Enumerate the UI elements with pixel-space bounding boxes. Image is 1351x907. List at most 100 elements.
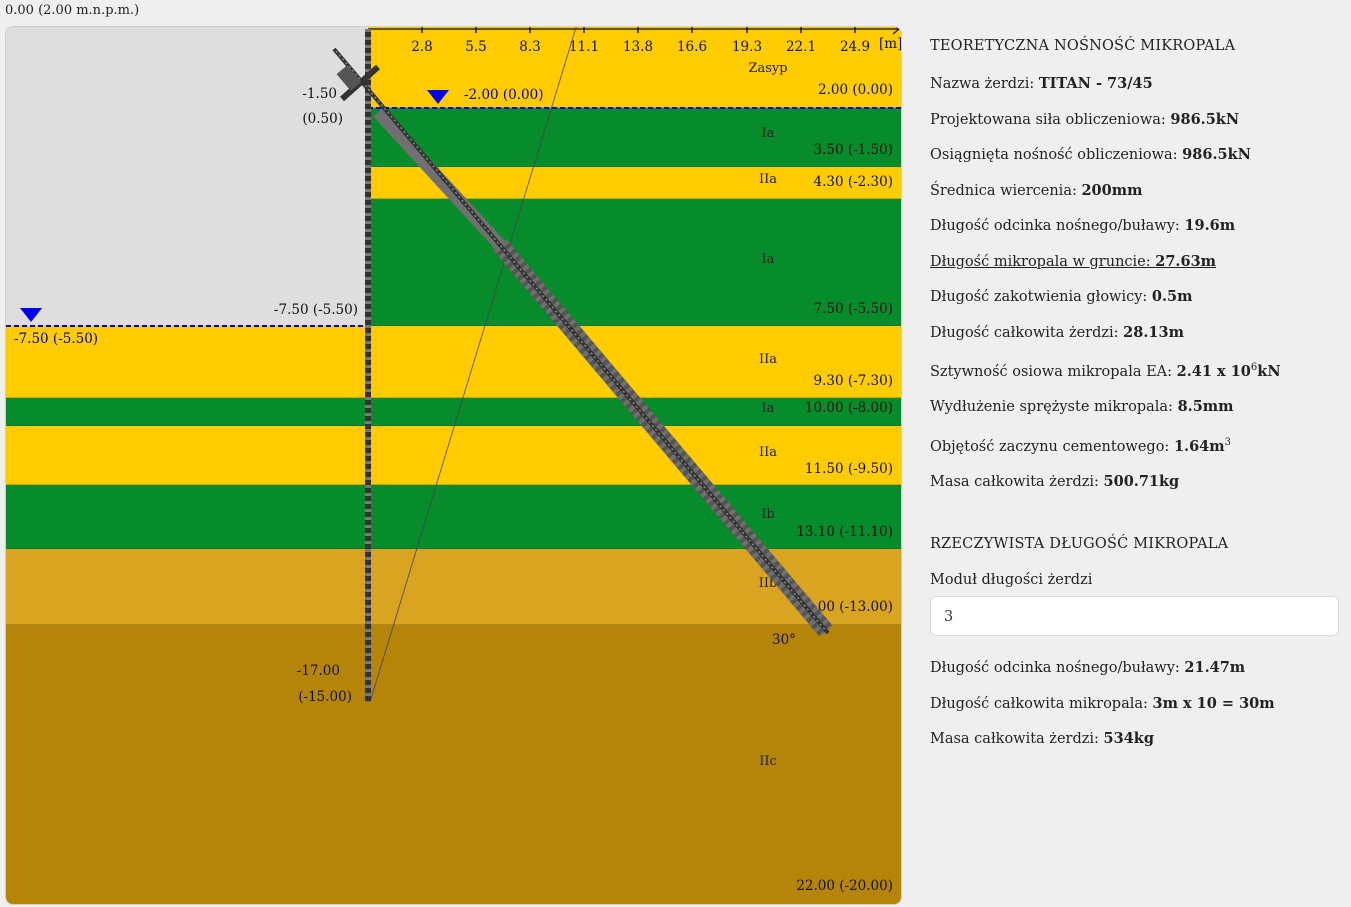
- result-label: Długość odcinka nośnego/buławy:: [930, 660, 1185, 676]
- diagram-canvas: Zasyp 2.00 (0.00) Ia 3.50 (-1.50) IIa 4.30 (-…: [6, 27, 901, 904]
- real-length-section: RZECZYWISTA DŁUGOŚĆ MIKROPALA Moduł dług…: [930, 536, 1341, 765]
- results-panel: TEORETYCZNA NOŚNOŚĆ MIKROPALA Nazwa żerd…: [930, 38, 1341, 747]
- result-label: Długość mikropala w gruncie:: [930, 253, 1156, 270]
- result-row: Długość całkowita żerdzi: 28.13m: [930, 323, 1341, 344]
- x-axis-tick-label: 8.3: [519, 39, 540, 55]
- module-length-input[interactable]: 3: [930, 596, 1339, 636]
- layer-name: IIa: [759, 172, 777, 187]
- soil-layer: [6, 398, 901, 426]
- excavation-level-label: -7.50 (-5.50): [274, 302, 358, 318]
- micropile-steel-bar: [332, 47, 830, 635]
- real-length-heading: RZECZYWISTA DŁUGOŚĆ MIKROPALA: [930, 536, 1229, 552]
- result-value: 27.63m: [1155, 252, 1216, 270]
- layer-name: Ib: [761, 507, 774, 522]
- result-label: Długość całkowita żerdzi:: [930, 324, 1124, 341]
- real-results-list: Długość odcinka nośnego/buławy: 21.47m Dł…: [930, 658, 1341, 750]
- excavation-area: [6, 27, 368, 326]
- result-label: Sztywność osiowa mikropala EA:: [930, 363, 1177, 380]
- layer-bottom-level: 13.10 (-11.10): [796, 524, 893, 540]
- result-row: Długość mikropala w gruncie: 27.63m: [930, 252, 1341, 273]
- layer-name: Ia: [762, 252, 775, 267]
- x-axis-tick-label: 24.9: [840, 39, 870, 55]
- micropile-head-nut: [336, 65, 362, 91]
- module-length-label: Moduł długości żerdzi: [930, 572, 1093, 588]
- result-label: Projektowana siła obliczeniowa:: [930, 111, 1171, 128]
- water-level-marker-inside: [427, 90, 449, 104]
- layer-bottom-level: 7.50 (-5.50): [813, 301, 893, 317]
- layer-bottom-level: 9.30 (-7.30): [813, 373, 893, 389]
- theoretical-results-list: Nazwa żerdzi: TITAN - 73/45 Projektowana …: [930, 74, 1341, 493]
- soil-layer: [6, 549, 901, 625]
- result-exponent: 3: [1224, 436, 1231, 448]
- result-row: Masa całkowita żerdzi: 534kg: [930, 729, 1341, 750]
- layer-name: IIa: [759, 352, 777, 367]
- x-axis-tick-label: 5.5: [465, 39, 486, 55]
- result-label: Średnica wiercenia:: [930, 182, 1082, 199]
- result-row: Długość całkowita mikropala: 3m x 10 = 3…: [930, 694, 1341, 715]
- result-value: 1.64m: [1173, 437, 1225, 455]
- x-axis-unit-label: [m]: [879, 36, 901, 52]
- result-row: Masa całkowita żerdzi: 500.71kg: [930, 472, 1341, 493]
- water-level-inside-label: -2.00 (0.00): [464, 87, 544, 103]
- layer-name: IIc: [759, 754, 777, 769]
- result-row: Wydłużenie sprężyste mikropala: 8.5mm: [930, 397, 1341, 418]
- x-axis-tick-label: 11.1: [569, 39, 599, 55]
- result-label: Nazwa żerdzi:: [930, 76, 1039, 92]
- pile-head-level-label: -1.50: [302, 86, 337, 102]
- result-value: 0.5m: [1151, 288, 1193, 305]
- pile-head-level-rel-label: (0.50): [302, 111, 343, 127]
- result-value: 19.6m: [1184, 217, 1236, 234]
- result-label: Długość odcinka nośnego/buławy:: [930, 218, 1185, 234]
- layer-name: IIa: [759, 445, 777, 460]
- layer-bottom-level: 4.30 (-2.30): [813, 174, 893, 190]
- result-label: Wydłużenie sprężyste mikropala:: [930, 399, 1178, 416]
- layer-bottom-level: 2.00 (0.00): [818, 82, 893, 98]
- layer-bottom-level: 11.50 (-9.50): [805, 461, 893, 477]
- result-value: 986.5kN: [1182, 146, 1251, 163]
- result-value: 200mm: [1081, 181, 1143, 199]
- x-axis-tick-label: 16.6: [677, 39, 707, 55]
- result-value: TITAN - 73/45: [1038, 75, 1153, 92]
- result-row: Osiągnięta nośność obliczeniowa: 986.5kN: [930, 145, 1341, 166]
- result-row: Długość odcinka nośnego/buławy: 21.47m: [930, 658, 1341, 679]
- result-label: Masa całkowita żerdzi:: [930, 474, 1104, 491]
- layer-name: Ia: [762, 126, 775, 141]
- layer-name: Zasyp: [748, 61, 787, 76]
- layer-bottom-level: 15.00 (-13.00): [796, 599, 893, 615]
- theoretical-heading: TEORETYCZNA NOŚNOŚĆ MIKROPALA: [930, 38, 1236, 54]
- result-row: Długość zakotwienia głowicy: 0.5m: [930, 287, 1341, 308]
- x-axis-arrow: [892, 27, 900, 35]
- result-value: 500.71kg: [1103, 473, 1180, 491]
- layer-bottom-level: 10.00 (-8.00): [805, 400, 893, 416]
- water-level-outside-label: -7.50 (-5.50): [14, 331, 98, 347]
- soil-layer: [6, 426, 901, 485]
- result-row: Objętość zaczynu cementowego: 1.64m3: [930, 433, 1341, 457]
- result-row: Nazwa żerdzi: TITAN - 73/45: [930, 74, 1341, 95]
- pile-angle-label: 30°: [772, 632, 796, 648]
- soil-layer: [6, 625, 901, 904]
- x-axis-tick-label: 13.8: [623, 39, 653, 55]
- result-value: 28.13m: [1123, 323, 1184, 341]
- x-axis-tick-label: 2.8: [411, 39, 432, 55]
- result-label: Masa całkowita żerdzi:: [930, 731, 1104, 747]
- result-value: 2.41 x 10: [1176, 362, 1251, 380]
- x-axis-tick-label: 19.3: [732, 39, 762, 55]
- result-label: Objętość zaczynu cementowego:: [930, 438, 1174, 455]
- capacity-curve-line: [369, 27, 577, 703]
- result-label: Osiągnięta nośność obliczeniowa:: [930, 147, 1183, 163]
- micropile-diagram: Zasyp 2.00 (0.00) Ia 3.50 (-1.50) IIa 4.30 (-…: [5, 26, 902, 905]
- elevation-reference-label: 0.00 (2.00 m.n.p.m.): [5, 3, 140, 18]
- result-row: Sztywność osiowa mikropala EA: 2.41 x 10…: [930, 358, 1341, 382]
- result-value: 3m x 10 = 30m: [1152, 694, 1275, 712]
- result-unit: kN: [1257, 362, 1281, 380]
- water-level-marker-outside: [20, 308, 42, 322]
- layer-name: Ia: [762, 401, 775, 416]
- result-row: Projektowana siła obliczeniowa: 986.5kN: [930, 110, 1341, 131]
- x-axis-tick-label: 22.1: [786, 39, 816, 55]
- micropile-bar-thread: [335, 50, 827, 632]
- result-value: 534kg: [1103, 730, 1154, 747]
- wall-bottom-level-label: -17.00: [297, 663, 340, 679]
- result-label: Długość całkowita mikropala:: [930, 695, 1153, 712]
- result-value: 986.5kN: [1170, 110, 1240, 128]
- result-row: Długość odcinka nośnego/buławy: 19.6m: [930, 216, 1341, 237]
